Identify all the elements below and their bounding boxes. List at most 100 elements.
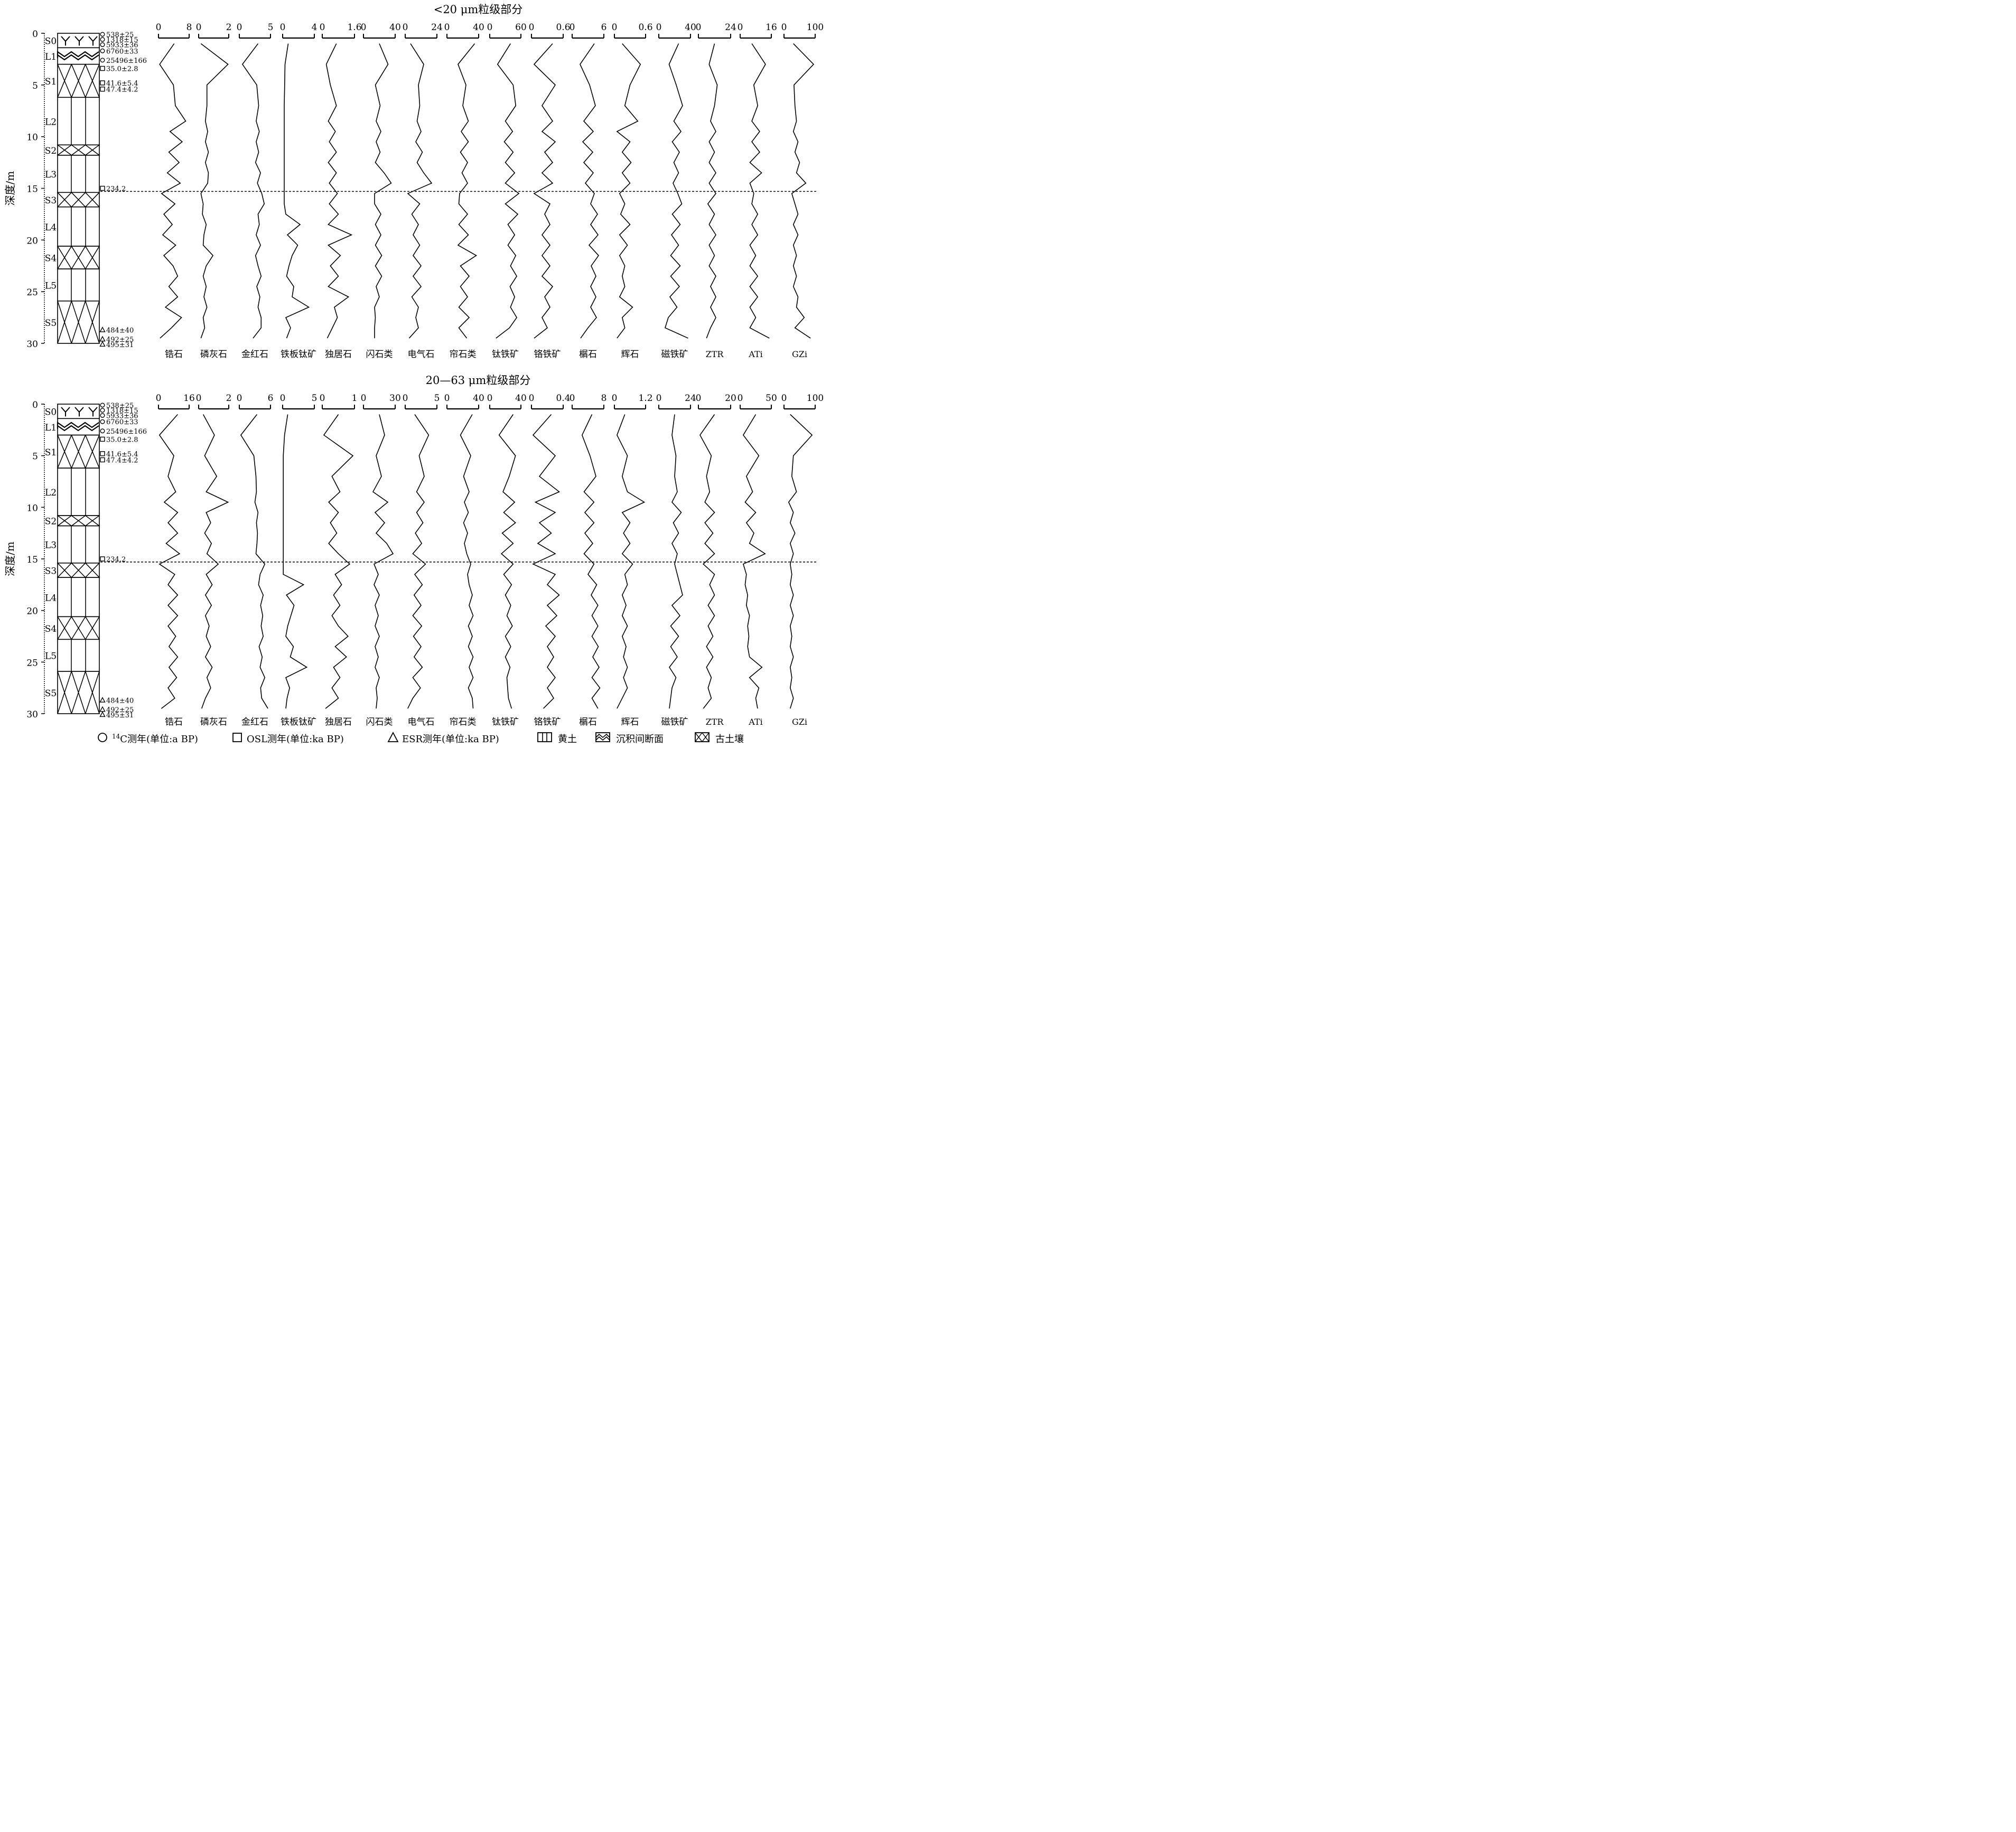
x-axis: 0 24	[656, 393, 696, 409]
series-label: 电气石	[408, 349, 435, 360]
depth-tick-label: 5	[32, 452, 38, 462]
x-axis: 0 40	[444, 393, 484, 409]
x-tick-label: 0	[738, 22, 743, 33]
series-line	[375, 44, 391, 339]
series-line	[408, 44, 432, 339]
osl-square-icon	[100, 87, 105, 91]
x-axis: 0 40	[487, 393, 527, 409]
strat-unit-label: S2	[45, 517, 57, 527]
x-tick-label: 0	[656, 22, 662, 33]
lithology-column: S0L1S1L2S2L3S3L4S4L5S5	[45, 33, 99, 343]
x-tick-label: 40	[389, 22, 401, 33]
x-tick-label: 40	[515, 393, 527, 404]
series-line	[534, 44, 555, 339]
strat-unit-label: S3	[45, 195, 57, 206]
x-axis: 0 24	[403, 22, 443, 38]
series-铁板钛矿: 0 4铁板钛矿	[280, 22, 318, 360]
date-label: 495±31	[106, 712, 134, 719]
depth-tick-label: 0	[32, 400, 38, 410]
strat-unit-l2: L2	[45, 468, 99, 516]
series-line	[743, 415, 765, 709]
date-label: 47.4±4.2	[106, 86, 138, 94]
loess-pattern-icon	[538, 733, 552, 742]
date-marker-esr: 484±40	[100, 327, 134, 335]
x-tick-label: 0	[403, 22, 408, 33]
legend-label: 黄土	[558, 734, 577, 745]
x-tick-label: 20	[725, 393, 736, 404]
series-label: 铁板钛矿	[281, 717, 316, 727]
x-tick-label: 50	[766, 393, 777, 404]
series-磁铁矿: 0 40磁铁矿	[656, 22, 696, 360]
x-axis: 0 30	[361, 393, 401, 409]
x-tick-label: 0	[570, 22, 575, 33]
c14-circle-icon	[100, 32, 105, 36]
depth-axis: 0 5 10 15 20 25 30 深度/m	[4, 400, 44, 720]
depth-tick-label: 10	[26, 503, 38, 513]
strat-unit-l3: L3	[45, 155, 99, 192]
series-label: ATi	[748, 349, 762, 359]
strat-unit-l3: L3	[45, 526, 99, 563]
panel-2: 20—63 μm粒级部分051015202530深度/mS0L1S1L2S2L3…	[4, 374, 824, 727]
series-line	[617, 44, 640, 339]
series-锆石: 0 8锆石	[156, 22, 192, 360]
x-tick-label: 0.4	[556, 393, 570, 404]
series-line	[160, 415, 180, 709]
depth-axis-label: 深度/m	[4, 541, 16, 576]
esr-triangle-icon	[100, 342, 105, 347]
strat-unit-label: L1	[45, 52, 57, 62]
series-label: 帘石类	[450, 717, 477, 727]
series-label: GZi	[792, 349, 807, 359]
panel-title: <20 μm粒级部分	[434, 3, 523, 16]
x-axis: 0 40	[361, 22, 401, 38]
strat-unit-s5: S5	[45, 671, 99, 714]
c14-circle-icon	[100, 38, 105, 42]
series-label: 独居石	[325, 717, 352, 727]
c14-circle-icon	[100, 414, 105, 418]
date-label: 484±40	[106, 697, 134, 705]
strat-unit-s3: S3	[45, 192, 99, 207]
strat-unit-label: L3	[45, 170, 57, 180]
legend-item-triangle: ESR测年(单位:ka BP)	[388, 733, 499, 745]
osl-square-icon	[100, 186, 105, 191]
depth-tick-label: 25	[26, 658, 38, 668]
strat-unit-label: S2	[45, 146, 57, 156]
series-label: ATi	[748, 717, 762, 727]
x-tick-label: 24	[725, 22, 736, 33]
date-marker-osl: 35.0±2.8	[100, 66, 138, 73]
series-label: 辉石	[621, 717, 639, 727]
series-line	[373, 415, 393, 709]
date-label: 25496±166	[106, 57, 147, 65]
x-tick-label: 8	[601, 393, 607, 404]
x-axis: 08	[156, 22, 192, 38]
series-label: ZTR	[706, 349, 724, 359]
x-tick-label: 40	[473, 393, 484, 404]
series-line	[160, 44, 185, 339]
strat-unit-label: L5	[45, 651, 57, 662]
x-axis: 0 20	[696, 393, 736, 409]
date-marker-esr: 495±31	[100, 712, 134, 719]
legend-item-square: OSL测年(单位:ka BP)	[233, 733, 344, 745]
x-axis: 0 100	[781, 22, 824, 38]
depth-axis-label: 深度/m	[4, 171, 16, 206]
c14-circle-icon	[100, 58, 105, 62]
strat-unit-label: S3	[45, 566, 57, 576]
depth-tick-label: 20	[26, 606, 38, 617]
series-磁铁矿: 0 24 磁铁矿	[656, 393, 696, 727]
x-tick-label: 0	[280, 22, 286, 33]
c14-circle-icon	[100, 419, 105, 424]
strat-unit-l1: L1	[45, 418, 99, 435]
series-闪石类: 0 40闪石类	[361, 22, 401, 360]
legend: 14C测年(单位:a BP) OSL测年(单位:ka BP) ESR测年(单位:ka…	[98, 733, 744, 745]
strat-unit-s0: S0	[45, 404, 99, 418]
date-label: 495±31	[106, 341, 134, 349]
x-axis: 08	[570, 393, 607, 409]
strat-unit-label: S1	[45, 447, 57, 458]
x-axis: 01	[320, 393, 358, 409]
strat-unit-label: L2	[45, 488, 57, 498]
series-line	[242, 44, 264, 339]
series-label: 闪石类	[366, 717, 393, 727]
x-tick-label: 0	[156, 393, 162, 404]
x-tick-label: 0	[237, 22, 242, 33]
